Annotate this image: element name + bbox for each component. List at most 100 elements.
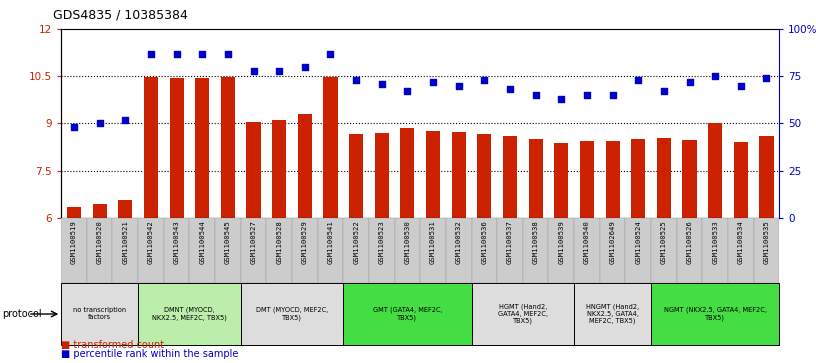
Bar [497, 218, 523, 283]
Text: no transcription
factors: no transcription factors [73, 307, 126, 321]
Point [478, 77, 491, 83]
Bar [221, 77, 235, 218]
Text: NGMT (NKX2.5, GATA4, MEF2C,
TBX5): NGMT (NKX2.5, GATA4, MEF2C, TBX5) [663, 307, 766, 321]
Bar [580, 141, 594, 218]
Text: GSM1100529: GSM1100529 [302, 220, 308, 264]
Bar [426, 131, 440, 218]
Text: GSM1100522: GSM1100522 [353, 220, 359, 264]
Text: GSM1100526: GSM1100526 [686, 220, 693, 264]
Text: GSM1100524: GSM1100524 [635, 220, 641, 264]
Text: GSM1100534: GSM1100534 [738, 220, 744, 264]
Point [273, 68, 286, 73]
Bar [446, 218, 472, 283]
Point [427, 79, 440, 85]
Point [632, 77, 645, 83]
Point [119, 117, 132, 123]
Bar [477, 134, 491, 218]
Text: DMT (MYOCD, MEF2C,
TBX5): DMT (MYOCD, MEF2C, TBX5) [256, 307, 328, 321]
Bar [420, 218, 446, 283]
Bar [144, 77, 158, 218]
Point [247, 68, 260, 73]
Bar [195, 78, 209, 218]
Text: GSM1100541: GSM1100541 [327, 220, 334, 264]
Bar [298, 114, 312, 218]
Bar [676, 218, 703, 283]
Text: GSM1100542: GSM1100542 [148, 220, 154, 264]
Text: DMNT (MYOCD,
NKX2.5, MEF2C, TBX5): DMNT (MYOCD, NKX2.5, MEF2C, TBX5) [152, 307, 227, 321]
Text: GSM1100539: GSM1100539 [558, 220, 565, 264]
Bar [651, 283, 779, 345]
Text: GSM1100527: GSM1100527 [251, 220, 256, 264]
Text: HGMT (Hand2,
GATA4, MEF2C,
TBX5): HGMT (Hand2, GATA4, MEF2C, TBX5) [498, 303, 548, 325]
Text: GSM1100519: GSM1100519 [71, 220, 77, 264]
Bar [164, 218, 189, 283]
Point [401, 89, 414, 94]
Bar [605, 141, 619, 218]
Text: ■ transformed count: ■ transformed count [61, 340, 164, 350]
Bar [657, 138, 671, 218]
Bar [215, 218, 241, 283]
Bar [189, 218, 215, 283]
Text: GSM1100537: GSM1100537 [507, 220, 513, 264]
Bar [138, 283, 241, 345]
Bar [574, 283, 651, 345]
Bar [548, 218, 574, 283]
Bar [401, 128, 415, 218]
Text: GSM1100543: GSM1100543 [174, 220, 180, 264]
Bar [451, 132, 466, 218]
Point [658, 89, 671, 94]
Bar [323, 77, 338, 218]
Bar [118, 200, 132, 218]
Bar [503, 136, 517, 218]
Point [452, 83, 465, 89]
Point [606, 92, 619, 98]
Bar [529, 139, 543, 218]
Text: GSM1100545: GSM1100545 [225, 220, 231, 264]
Bar [395, 218, 420, 283]
Bar [344, 218, 369, 283]
Text: GSM1100535: GSM1100535 [764, 220, 769, 264]
Bar [703, 218, 728, 283]
Bar [682, 140, 697, 218]
Bar [61, 283, 138, 345]
Bar [651, 218, 676, 283]
Bar [170, 78, 184, 218]
Bar [554, 143, 568, 218]
Bar [138, 218, 164, 283]
Point [196, 51, 209, 57]
Text: GSM1100538: GSM1100538 [533, 220, 539, 264]
Text: GSM1100525: GSM1100525 [661, 220, 667, 264]
Text: GDS4835 / 10385384: GDS4835 / 10385384 [53, 9, 188, 22]
Bar [734, 142, 747, 218]
Point [503, 86, 517, 92]
Bar [241, 283, 344, 345]
Point [144, 51, 157, 57]
Bar [523, 218, 548, 283]
Point [580, 92, 593, 98]
Point [349, 77, 362, 83]
Bar [760, 136, 774, 218]
Text: ■ percentile rank within the sample: ■ percentile rank within the sample [61, 349, 238, 359]
Point [708, 73, 721, 79]
Text: GSM1100520: GSM1100520 [96, 220, 103, 264]
Bar [349, 134, 363, 218]
Point [221, 51, 234, 57]
Text: GSM1100533: GSM1100533 [712, 220, 718, 264]
Text: GSM1100540: GSM1100540 [584, 220, 590, 264]
Point [324, 51, 337, 57]
Text: GSM1100528: GSM1100528 [276, 220, 282, 264]
Text: GSM1100544: GSM1100544 [199, 220, 206, 264]
Bar [67, 207, 81, 218]
Bar [625, 218, 651, 283]
Bar [92, 204, 107, 218]
Point [760, 75, 773, 81]
Bar [246, 122, 260, 218]
Text: GSM1100536: GSM1100536 [481, 220, 487, 264]
Text: HNGMT (Hand2,
NKX2.5, GATA4,
MEF2C, TBX5): HNGMT (Hand2, NKX2.5, GATA4, MEF2C, TBX5… [586, 303, 639, 325]
Bar [317, 218, 344, 283]
Text: protocol: protocol [2, 309, 42, 319]
Bar [292, 218, 317, 283]
Point [734, 83, 747, 89]
Bar [86, 218, 113, 283]
Bar [113, 218, 138, 283]
